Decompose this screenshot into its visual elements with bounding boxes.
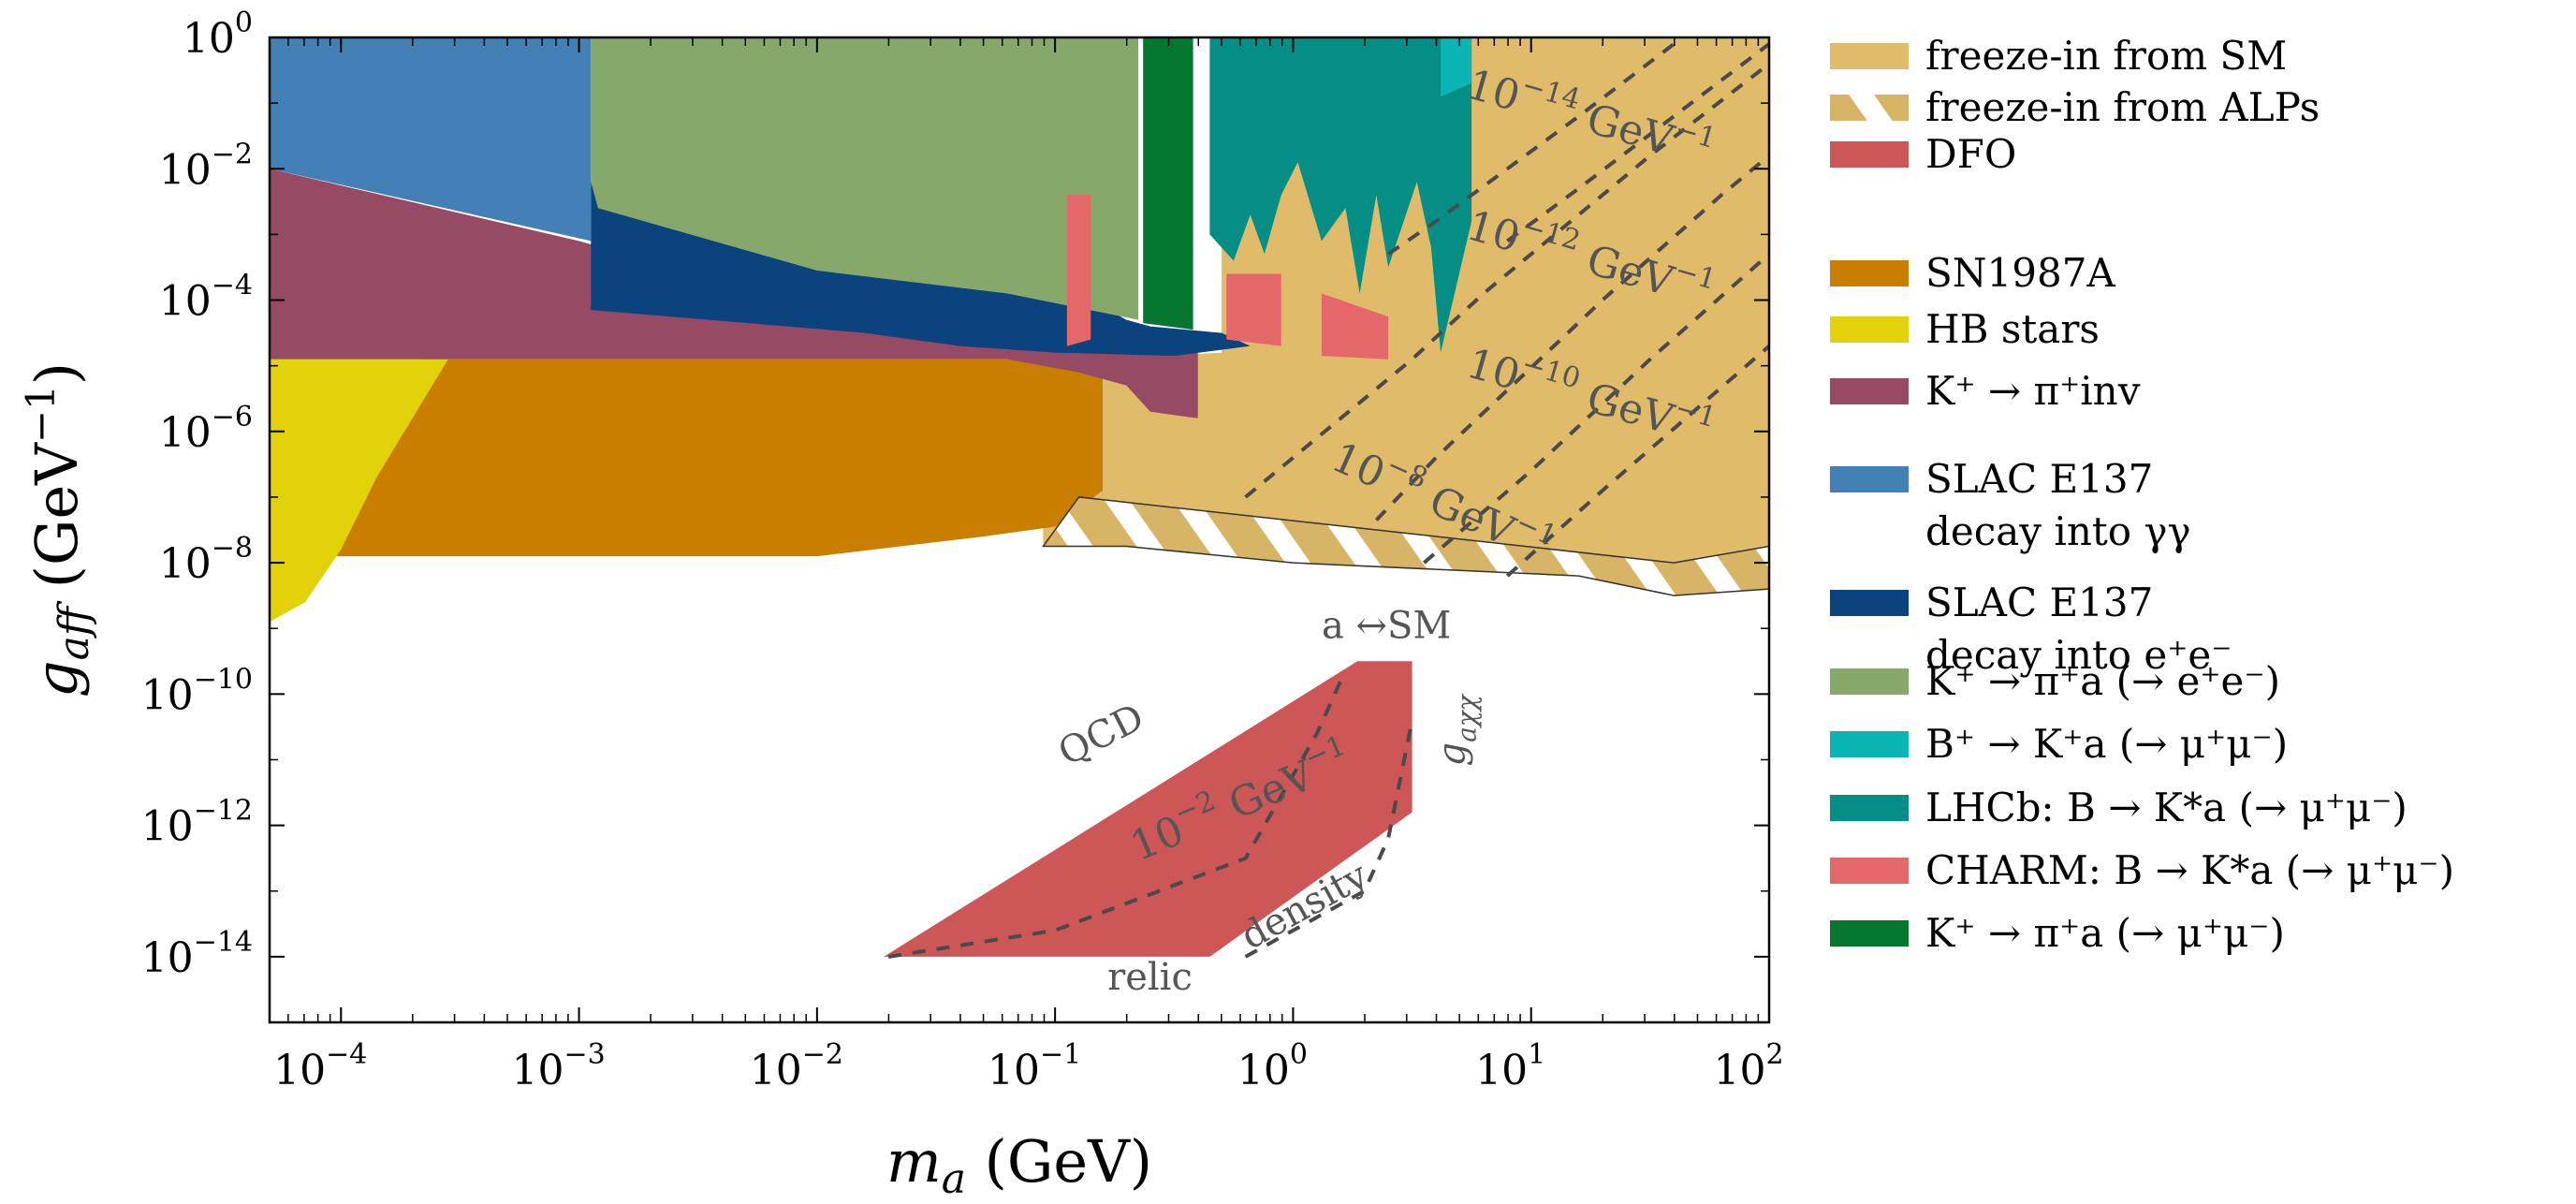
x-axis-label: ma (GeV)	[886, 1127, 1152, 1203]
legend-label-3: SN1987A	[1925, 250, 2115, 296]
y-tick-label-7: 10−14	[141, 926, 253, 982]
legend-label-5: K⁺ → π⁺inv	[1925, 368, 2141, 414]
y-tick-label-1: 10−2	[159, 138, 253, 194]
legend-item-2: DFO	[1830, 131, 2016, 177]
text-annotation-1: relic	[1107, 956, 1193, 999]
legend-label-10: LHCb: B → K*a (→ μ⁺μ⁻)	[1925, 785, 2408, 830]
dashed-line-4	[1386, 42, 1676, 257]
legend-swatch-11	[1830, 858, 1909, 884]
x-tick-label-1: 10−3	[511, 1038, 605, 1094]
legend-label-11: CHARM: B → K*a (→ μ⁺μ⁻)	[1925, 847, 2454, 893]
legend-label-8: K⁺ → π⁺a (→ e⁺e⁻)	[1925, 658, 2280, 704]
legend-item-4: HB stars	[1830, 306, 2100, 352]
region-charm-3	[1321, 293, 1389, 360]
legend-label2-7: decay into e⁺e⁻	[1925, 632, 2232, 678]
legend-swatch-7	[1830, 590, 1909, 616]
dashed-line-7	[1244, 720, 1414, 959]
legend-swatch-0	[1830, 43, 1909, 69]
region-k-pi-ee	[591, 37, 1139, 320]
legend-item-3: SN1987A	[1830, 250, 2115, 296]
text-annotation-0: QCD	[1052, 696, 1151, 774]
dashed-line-6	[887, 680, 1343, 959]
legend-item-9: B⁺ → K⁺a (→ μ⁺μ⁻)	[1830, 721, 2288, 767]
legend-swatch-5	[1830, 378, 1909, 404]
legend-label-12: K⁺ → π⁺a (→ μ⁺μ⁻)	[1925, 910, 2285, 956]
legend-swatch-4	[1830, 316, 1909, 343]
legend-label-2: DFO	[1925, 131, 2016, 177]
region-charm-2	[1226, 273, 1281, 346]
x-tick-label-2: 10−2	[750, 1038, 843, 1094]
legend-swatch-1	[1830, 95, 1909, 121]
region-hb-stars	[270, 359, 448, 623]
y-axis-label: gaff (GeV−1)	[18, 362, 98, 697]
legend-item-7: SLAC E137 decay into e⁺e⁻	[1830, 580, 2232, 678]
region-sn1987a	[329, 359, 1104, 557]
legend-label2-6: decay into γγ	[1925, 508, 2191, 554]
dashed-line-1	[1374, 154, 1769, 521]
y-tick-label-2: 10−4	[159, 270, 253, 326]
axes: 10−4 10−3 10−2 10−1 100 101 102 100 10−2 10−4 10−6…	[18, 7, 1784, 1203]
x-tick-label-0: 10−4	[273, 1038, 367, 1094]
x-tick-label-6: 102	[1713, 1038, 1783, 1094]
legend-swatch-2	[1830, 141, 1909, 168]
region-charm	[1066, 195, 1091, 346]
legend-swatch-10	[1830, 795, 1909, 821]
x-tick-label-3: 10−1	[988, 1038, 1081, 1094]
legend-item-0: freeze-in from SM	[1830, 33, 2287, 79]
y-tick-label-3: 10−6	[159, 401, 253, 457]
region-freeze-in-alps-hatch	[1041, 496, 1769, 596]
legend-label-1: freeze-in from ALPs	[1925, 84, 2320, 130]
plot-frame	[268, 36, 1771, 1024]
text-annotation-4: gaχχ	[1431, 693, 1483, 766]
legend-label-6: SLAC E137	[1925, 456, 2153, 502]
legend-label-4: HB stars	[1925, 306, 2100, 352]
region-dfo	[884, 661, 1412, 957]
region-slac-gg	[270, 37, 592, 242]
text-annotation-3: a ↔SM	[1322, 605, 1451, 648]
y-tick-label-5: 10−10	[141, 663, 253, 719]
dashed-line-3	[1505, 345, 1769, 578]
legend-item-1: freeze-in from ALPs	[1830, 84, 2320, 130]
legend-swatch-8	[1830, 668, 1909, 695]
y-tick-label-0: 100	[183, 7, 253, 63]
legend-item-6: SLAC E137 decay into γγ	[1830, 456, 2191, 554]
dashed-contour-lines	[887, 42, 1769, 959]
legend-item-12: K⁺ → π⁺a (→ μ⁺μ⁻)	[1830, 910, 2285, 956]
legend-item-5: K⁺ → π⁺inv	[1830, 368, 2141, 414]
dashed-line-2	[1422, 252, 1769, 565]
legend-item-10: LHCb: B → K*a (→ μ⁺μ⁻)	[1830, 785, 2408, 830]
x-tick-label-4: 100	[1237, 1038, 1308, 1094]
dashed-line-5	[1506, 42, 1769, 243]
legend-swatch-9	[1830, 731, 1909, 757]
legend-label-0: freeze-in from SM	[1925, 33, 2287, 79]
region-b-k-mumu	[1441, 37, 1472, 97]
y-tick-label-4: 10−8	[159, 532, 253, 588]
plot-regions	[270, 37, 1769, 957]
legend-swatch-6	[1830, 466, 1909, 492]
legend-label-9: B⁺ → K⁺a (→ μ⁺μ⁻)	[1925, 721, 2288, 767]
legend-swatch-12	[1830, 920, 1909, 947]
region-k-pi-mumu	[1143, 37, 1193, 330]
legend-label-7: SLAC E137	[1925, 580, 2153, 625]
y-tick-label-6: 10−12	[141, 795, 253, 851]
region-lhcb	[1209, 37, 1472, 353]
dashed-line-0	[1244, 62, 1769, 499]
legend-swatch-3	[1830, 260, 1909, 286]
x-tick-label-5: 101	[1475, 1038, 1545, 1094]
legend-item-11: CHARM: B → K*a (→ μ⁺μ⁻)	[1830, 847, 2454, 893]
legend-item-8: K⁺ → π⁺a (→ e⁺e⁻)	[1830, 658, 2280, 704]
